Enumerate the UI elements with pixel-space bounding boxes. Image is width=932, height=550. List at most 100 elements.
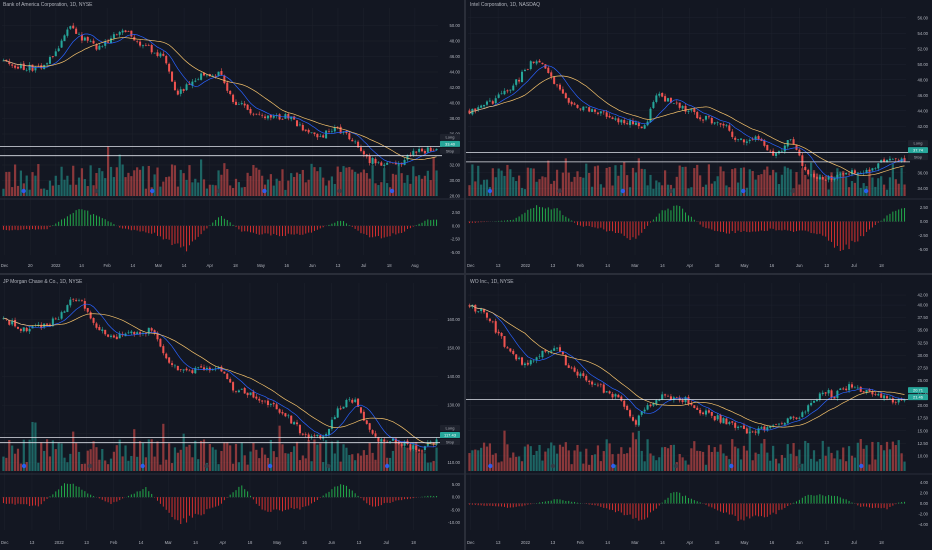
x-tick-label: 14	[605, 263, 610, 268]
candle-body	[78, 33, 81, 35]
candle-body	[394, 162, 397, 165]
candle-body	[634, 122, 637, 125]
volume-bar	[63, 457, 66, 471]
candle-body	[693, 405, 696, 408]
volume-bar	[754, 179, 757, 196]
candle-body	[63, 311, 66, 313]
volume-bar	[880, 176, 883, 196]
volume-bar	[728, 187, 731, 196]
volume-bar	[599, 461, 602, 471]
candle-body	[197, 367, 200, 368]
oscillator-tick-label: 0.00	[452, 223, 461, 228]
volume-bar	[319, 167, 322, 196]
volume-bar	[482, 442, 486, 471]
volume-bar	[208, 184, 211, 196]
volume-bar	[882, 184, 886, 196]
x-tick-label: 13	[824, 540, 829, 545]
candle-body	[599, 111, 602, 114]
candle-body	[751, 139, 754, 141]
candle-body	[880, 159, 883, 163]
volume-bar	[494, 453, 497, 471]
volume-bar	[882, 450, 886, 471]
candle-body	[754, 136, 757, 140]
candle-body	[617, 118, 620, 123]
candle-body	[272, 403, 275, 405]
candle-body	[810, 402, 813, 406]
volume-bar	[681, 166, 684, 196]
volume-bar	[643, 461, 646, 471]
candle-body	[72, 25, 75, 29]
volume-bar	[801, 168, 804, 196]
volume-bar	[51, 440, 54, 471]
candle-body	[246, 104, 249, 110]
volume-bar	[471, 164, 474, 196]
volume-bar	[153, 456, 156, 471]
volume-bar	[266, 179, 270, 196]
candle-body	[339, 408, 342, 410]
candle-body	[792, 416, 795, 418]
candle-body	[232, 382, 235, 391]
volume-bar	[255, 167, 258, 196]
volume-bar	[602, 187, 605, 196]
volume-bar	[553, 445, 556, 471]
candle-body	[675, 102, 678, 104]
candle-body	[237, 104, 240, 105]
volume-bar	[626, 453, 629, 471]
oscillator-tick-label: -5.00	[918, 247, 928, 252]
volume-bar	[435, 170, 438, 196]
volume-bar	[739, 167, 743, 196]
x-tick-label: Dec	[1, 263, 8, 268]
candle-body	[202, 72, 206, 76]
candle-body	[246, 392, 249, 396]
volume-bar	[783, 166, 786, 196]
volume-bar	[432, 157, 435, 196]
volume-bar	[474, 449, 477, 471]
volume-bar	[500, 170, 503, 196]
candle-body	[301, 124, 304, 131]
candle-body	[666, 98, 670, 102]
volume-bar	[403, 182, 406, 196]
volume-bar	[734, 168, 737, 196]
candle-body	[130, 30, 133, 37]
volume-bar	[812, 170, 816, 196]
volume-bar	[880, 445, 883, 471]
volume-bar	[147, 165, 150, 196]
volume-bar	[567, 450, 570, 471]
volume-bar	[95, 173, 98, 196]
candle-body	[629, 120, 632, 125]
x-tick-label: Apr	[219, 540, 226, 545]
x-tick-label: 13	[84, 540, 89, 545]
candle-body	[316, 133, 319, 138]
volume-bar	[130, 455, 133, 471]
volume-bar	[491, 454, 494, 471]
candle-body	[173, 81, 176, 91]
candle-body	[728, 422, 731, 424]
volume-bar	[897, 440, 900, 471]
candle-body	[547, 67, 550, 73]
candle-body	[112, 34, 115, 39]
volume-bar	[815, 461, 819, 471]
volume-bar	[136, 456, 139, 471]
candle-body	[22, 327, 25, 332]
candle-body	[675, 397, 678, 399]
volume-bar	[377, 443, 380, 471]
volume-bar	[661, 185, 664, 196]
ma-fast-line	[3, 33, 437, 164]
candle-body	[640, 411, 643, 415]
x-tick-label: 18	[233, 263, 238, 268]
volume-bar	[295, 441, 299, 471]
candle-body	[380, 439, 383, 442]
candle-body	[301, 433, 304, 435]
volume-bar	[824, 455, 827, 471]
x-tick-label: 14	[182, 263, 187, 268]
volume-bar	[194, 440, 197, 471]
candle-body	[523, 69, 526, 72]
volume-bar	[182, 173, 185, 196]
x-tick-label: 13	[336, 263, 341, 268]
volume-bar	[690, 187, 693, 196]
candle-body	[710, 117, 713, 124]
candle-body	[596, 112, 599, 114]
y-tick-label: 56.00	[918, 15, 929, 20]
volume-bar	[136, 167, 139, 196]
y-tick-label: 110.00	[448, 460, 461, 465]
